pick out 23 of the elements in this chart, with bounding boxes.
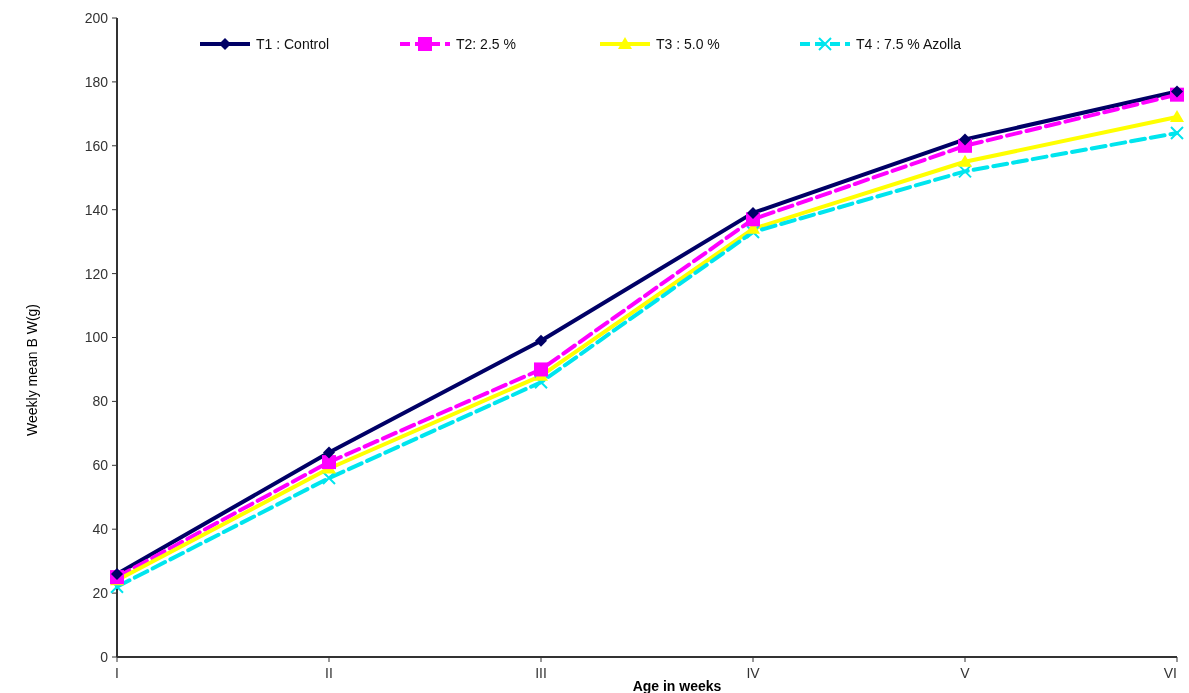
x-axis-title: Age in weeks [632,678,722,693]
y-tick-label: 180 [84,73,109,90]
y-tick-label: 0 [100,648,109,665]
legend-label: T1 : Control [256,35,330,52]
y-tick-label: 40 [92,521,109,538]
y-tick-label: 200 [84,9,109,26]
y-tick-label: 80 [92,393,109,410]
x-tick-label: III [535,665,547,681]
y-tick-label: 60 [92,457,109,474]
legend-label: T2: 2.5 % [456,35,516,52]
legend-label: T4 : 7.5 % Azolla [856,35,962,52]
y-tick-label: 120 [84,265,109,282]
x-tick-label: V [960,665,971,681]
y-axis-title: Weekly mean B W(g) [24,304,40,436]
y-tick-label: 160 [84,137,109,154]
y-tick-label: 100 [84,329,109,346]
x-tick-label: I [115,665,119,681]
x-tick-label: IV [746,665,761,681]
y-tick-label: 20 [92,585,109,601]
x-tick-label: VI [1163,665,1177,681]
x-tick-label: II [325,665,333,681]
y-tick-label: 140 [84,201,109,218]
legend-label: T3 : 5.0 % [656,35,720,52]
